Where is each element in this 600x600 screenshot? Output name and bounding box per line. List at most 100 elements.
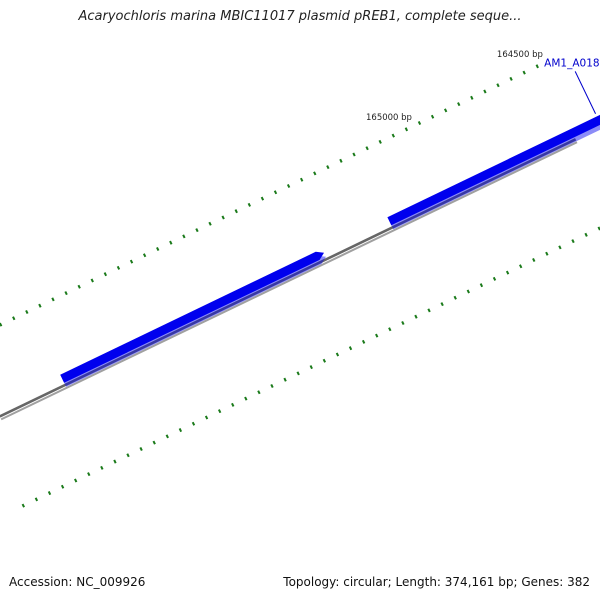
ruler-tick	[365, 146, 369, 151]
genome-backbone	[0, 138, 578, 421]
ruler-tick	[300, 177, 304, 182]
ruler-tick	[142, 253, 147, 258]
ruler-tick	[139, 446, 143, 451]
ruler-tick	[505, 270, 510, 275]
gene-label[interactable]: AM1_A0181	[544, 57, 600, 69]
forward-gene-arrow[interactable]	[387, 69, 600, 226]
label-leader-line	[574, 71, 597, 114]
ruler-tick	[283, 377, 287, 382]
ruler-tick	[296, 371, 300, 376]
ruler-tick	[165, 434, 169, 439]
ruler-tick	[391, 133, 395, 138]
outer-scale-ruler	[0, 64, 539, 327]
ruler-tick	[217, 409, 222, 414]
ruler-tick	[558, 245, 562, 250]
scale-label: 165000 bp	[366, 113, 412, 123]
ruler-tick	[25, 309, 29, 314]
ruler-tick	[244, 396, 248, 401]
ruler-tick	[21, 503, 25, 508]
ruler-tick	[313, 171, 317, 176]
ruler-tick	[361, 339, 366, 344]
ruler-tick	[348, 346, 353, 351]
ruler-tick	[535, 64, 539, 69]
ruler-tick	[427, 308, 431, 313]
ruler-tick	[414, 314, 418, 319]
ruler-tick	[156, 246, 160, 251]
ruler-tick	[453, 295, 457, 300]
ruler-tick	[273, 190, 278, 195]
ruler-tick	[404, 127, 409, 132]
backbone-line	[0, 141, 578, 421]
ruler-tick	[12, 316, 16, 321]
ruler-tick	[322, 358, 327, 363]
forward-gene-arrow[interactable]	[60, 251, 324, 383]
ruler-tick	[339, 158, 343, 163]
ruler-tick	[286, 183, 291, 189]
ruler-tick	[388, 327, 392, 332]
ruler-tick	[169, 240, 173, 245]
ruler-tick	[64, 291, 68, 296]
backbone-line	[0, 138, 577, 418]
ruler-tick	[335, 352, 340, 357]
ruler-tick	[584, 232, 588, 237]
scale-labels: 160500 bp161000 bp161500 bp162000 bp1625…	[366, 50, 543, 123]
ruler-tick	[191, 421, 196, 426]
ruler-tick	[100, 465, 104, 470]
ruler-tick	[522, 70, 526, 75]
ruler-tick	[221, 215, 225, 220]
ruler-tick	[60, 484, 65, 489]
scale-label: 164500 bp	[497, 50, 543, 60]
ruler-tick	[87, 472, 91, 477]
ruler-tick	[257, 390, 261, 395]
ruler-tick	[443, 108, 448, 113]
ruler-tick	[519, 264, 523, 269]
accession-text: Accession: NC_009926	[9, 575, 146, 589]
ruler-tick	[479, 283, 484, 288]
ruler-tick	[532, 257, 536, 263]
ruler-tick	[90, 278, 94, 283]
ruler-tick	[352, 152, 356, 157]
ruler-tick	[492, 276, 497, 281]
ruler-tick	[34, 497, 39, 502]
ruler-tick	[77, 284, 81, 289]
ruler-tick	[509, 76, 513, 81]
ruler-tick	[309, 365, 313, 370]
ruler-tick	[129, 259, 134, 264]
gene-track[interactable]	[60, 0, 600, 387]
ruler-tick	[401, 320, 405, 325]
ruler-tick	[417, 120, 422, 126]
ruler-tick	[38, 303, 42, 308]
ruler-tick	[74, 478, 78, 483]
ruler-tick	[247, 202, 251, 207]
inner-scale-ruler	[21, 226, 600, 508]
ruler-tick	[113, 459, 117, 464]
topology-summary: Topology: circular; Length: 374,161 bp; …	[283, 575, 590, 589]
ruler-tick	[152, 440, 156, 445]
ruler-tick	[204, 415, 209, 420]
ruler-tick	[457, 102, 461, 107]
ruler-tick	[195, 228, 199, 233]
ruler-tick	[496, 83, 500, 88]
ruler-tick	[116, 265, 121, 270]
page-title: Acaryochloris marina MBIC11017 plasmid p…	[78, 9, 522, 24]
ruler-tick	[326, 165, 330, 170]
ruler-tick	[234, 209, 238, 214]
ruler-tick	[430, 114, 435, 119]
ruler-tick	[545, 251, 549, 256]
ruler-tick	[126, 453, 130, 458]
ruler-tick	[466, 289, 470, 294]
ruler-tick	[270, 383, 274, 388]
ruler-tick	[231, 402, 235, 407]
ruler-tick	[178, 428, 183, 433]
ruler-tick	[260, 196, 265, 201]
forward-gene-arrow-shadow	[62, 255, 326, 387]
ruler-tick	[182, 234, 186, 239]
ruler-tick	[208, 221, 212, 226]
ruler-tick	[47, 491, 52, 496]
ruler-tick	[571, 239, 575, 244]
gene-labels: AM1_A0176AM1_A0181AM1_A0177AM1_A0178AM1_…	[544, 57, 600, 114]
ruler-tick	[51, 297, 55, 302]
ruler-tick	[440, 302, 444, 307]
ruler-tick	[375, 333, 379, 338]
